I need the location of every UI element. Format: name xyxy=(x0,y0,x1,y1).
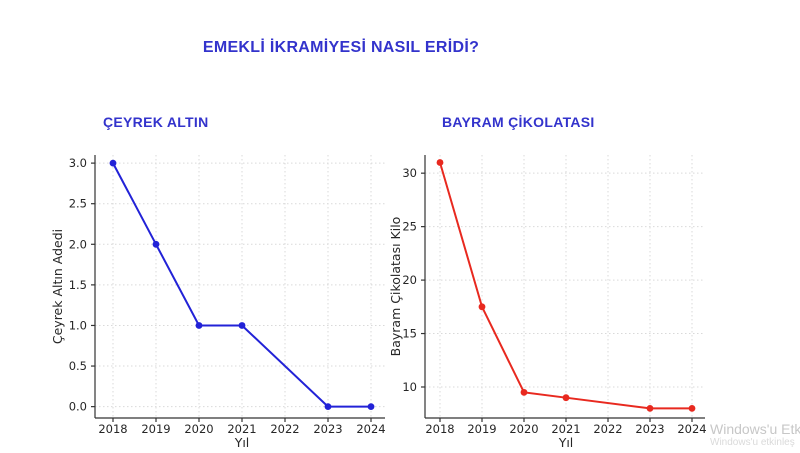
data-point-marker xyxy=(436,159,444,166)
y-tick-label: 20 xyxy=(402,273,417,287)
left-chart-title: ÇEYREK ALTIN xyxy=(103,114,209,130)
right-chart-title: BAYRAM ÇİKOLATASI xyxy=(442,114,595,130)
x-tick-label: 2018 xyxy=(98,422,127,436)
activate-windows-line1: Windows'u Etk xyxy=(710,421,800,437)
data-point-marker xyxy=(367,403,375,411)
activate-windows-line2: Windows'u etkinleş xyxy=(710,437,795,448)
y-tick-label: 0.5 xyxy=(69,359,87,373)
y-tick-label: 2.0 xyxy=(69,237,87,251)
data-point-marker xyxy=(195,322,203,329)
right-chart: 2018 2019 2020 2021 2022 2023 2024 10 15 20 25 30 Yı… xyxy=(388,155,707,450)
data-point-marker xyxy=(152,240,160,248)
x-tick-label: 2021 xyxy=(551,422,580,436)
series-line xyxy=(439,162,692,410)
y-axis-label: Çeyrek Altın Adedi xyxy=(50,229,65,344)
x-tick-label: 2018 xyxy=(425,422,454,436)
left-chart: 2018 2019 2020 2021 2022 2023 2024 0.0 0.5 1.0 1.5… xyxy=(50,155,386,450)
figure-title: EMEKLİ İKRAMİYESİ NASIL ERİDİ? xyxy=(202,39,480,56)
y-tick-label: 15 xyxy=(402,327,417,341)
x-tick-label: 2023 xyxy=(313,422,342,436)
x-tick-label: 2019 xyxy=(467,422,496,436)
data-point-marker xyxy=(324,403,332,411)
y-tick-label: 0.0 xyxy=(69,400,87,414)
activate-windows-watermark: Windows'u Etk Windows'u etkinleş xyxy=(710,421,800,449)
x-tick-label: 2023 xyxy=(635,422,664,436)
y-tick-label: 3.0 xyxy=(69,156,87,170)
data-point-marker xyxy=(646,404,654,412)
y-tick-label: 30 xyxy=(402,166,417,180)
data-point-marker xyxy=(109,159,117,167)
y-tick-label: 10 xyxy=(402,380,417,394)
data-point-marker xyxy=(688,404,696,412)
x-tick-label: 2022 xyxy=(593,422,622,436)
x-tick-label: 2024 xyxy=(677,422,706,436)
y-tick-label: 1.0 xyxy=(69,318,87,332)
y-tick-label: 2.5 xyxy=(69,197,87,211)
data-point-marker xyxy=(238,322,246,329)
data-point-marker xyxy=(520,388,528,396)
x-tick-label: 2020 xyxy=(184,422,213,436)
series-line xyxy=(112,162,371,408)
x-tick-label: 2020 xyxy=(509,422,538,436)
x-tick-label: 2022 xyxy=(270,422,299,436)
data-point-marker xyxy=(478,303,486,311)
x-tick-label: 2024 xyxy=(356,422,385,436)
x-tick-label: 2021 xyxy=(227,422,256,436)
data-point-marker xyxy=(562,394,570,402)
y-axis-label: Bayram Çikolatası Kilo xyxy=(388,217,403,357)
x-axis-label: Yıl xyxy=(558,435,574,450)
x-tick-label: 2019 xyxy=(141,422,170,436)
y-tick-label: 25 xyxy=(402,220,417,234)
x-axis-label: Yıl xyxy=(234,435,250,450)
y-tick-label: 1.5 xyxy=(69,278,87,292)
